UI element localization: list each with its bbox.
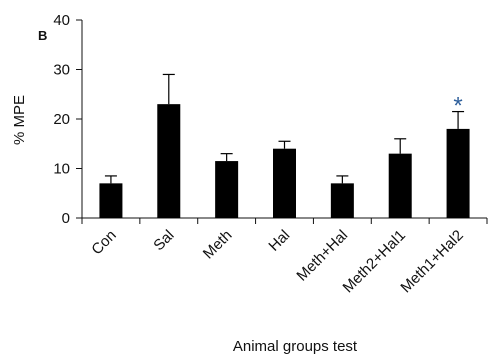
y-tick-label: 40 bbox=[53, 12, 70, 29]
bar bbox=[446, 128, 470, 218]
significance-mark: * bbox=[453, 93, 462, 120]
x-axis-title: Animal groups test bbox=[233, 338, 358, 355]
annotations: * bbox=[453, 93, 462, 120]
x-tick-label: Meth+Hal bbox=[293, 227, 351, 285]
y-axis-title: % MPE bbox=[11, 95, 28, 145]
bar bbox=[388, 153, 412, 218]
x-tick-label: Sal bbox=[150, 227, 177, 254]
x-axis: Con Sal Meth Hal Meth+HalMeth2+Hal1Meth1+Hal… bbox=[81, 217, 488, 297]
y-tick-label: 20 bbox=[53, 111, 70, 128]
x-tick-label: Meth bbox=[200, 227, 236, 263]
y-tick-label: 10 bbox=[53, 161, 70, 178]
error-bars bbox=[104, 73, 465, 184]
panel-label: B bbox=[38, 28, 47, 43]
bar bbox=[99, 183, 123, 218]
bar bbox=[157, 104, 181, 218]
bar bbox=[330, 183, 354, 218]
y-tick-label: 0 bbox=[62, 210, 70, 227]
bar bbox=[215, 161, 239, 218]
bars bbox=[99, 104, 470, 218]
bar bbox=[273, 148, 296, 218]
x-tick-label: Con bbox=[88, 227, 119, 258]
y-tick-label: 30 bbox=[53, 62, 70, 79]
x-tick-label: Hal bbox=[265, 227, 293, 255]
x-tick-label: Meth1+Hal2 bbox=[397, 227, 467, 297]
y-axis: 0 10 20 30 40 bbox=[53, 12, 83, 227]
